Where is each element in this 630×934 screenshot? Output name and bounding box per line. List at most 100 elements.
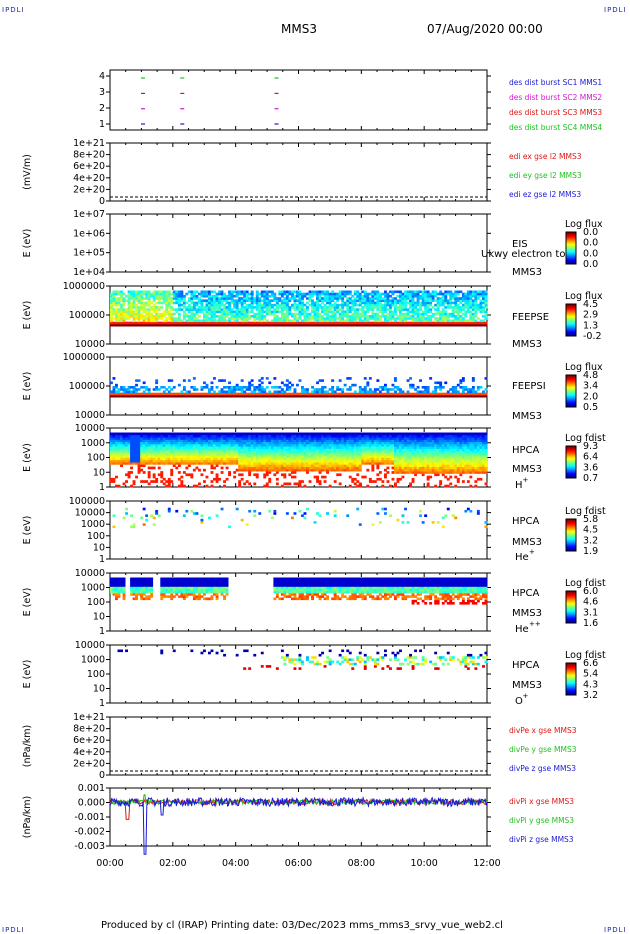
spectro-cell bbox=[243, 437, 247, 440]
spectro-cell bbox=[195, 297, 199, 300]
spectro-cell bbox=[210, 432, 214, 436]
spectro-cell bbox=[461, 323, 465, 327]
spectro-cell bbox=[461, 303, 465, 307]
spectro-cell bbox=[328, 303, 332, 307]
spectro-cell bbox=[150, 439, 154, 442]
spectro-cell bbox=[318, 439, 322, 442]
y-tick-label: 1 bbox=[99, 626, 105, 637]
spectro-cell bbox=[270, 303, 274, 307]
spectro-cell bbox=[404, 323, 407, 327]
spectro-cell bbox=[145, 297, 149, 300]
spectro-cell bbox=[122, 323, 126, 327]
spectro-cell bbox=[411, 310, 415, 314]
spectro-cell bbox=[454, 315, 458, 318]
spectro-cell bbox=[160, 312, 164, 316]
spectro-cell bbox=[177, 457, 181, 461]
spectro-cell bbox=[351, 392, 355, 396]
spectro-cell bbox=[338, 317, 342, 320]
spectro-cell bbox=[157, 462, 161, 465]
spectro-cell bbox=[484, 301, 488, 305]
spectro-cell bbox=[122, 455, 126, 458]
spectro-cell bbox=[152, 388, 156, 391]
spectro-cell bbox=[366, 292, 370, 296]
spectro-cell bbox=[416, 299, 420, 302]
spectro-cell bbox=[313, 464, 317, 467]
spectro-cell bbox=[162, 315, 166, 318]
spectro-cell bbox=[205, 432, 209, 436]
spectro-cell bbox=[371, 315, 375, 318]
spectro-cell bbox=[316, 453, 319, 456]
spectro-cell bbox=[130, 466, 133, 470]
spectro-cell bbox=[175, 459, 179, 463]
y-axis-label: E (eV) bbox=[22, 229, 33, 258]
spectro-cell bbox=[280, 457, 284, 461]
spectro-cell bbox=[336, 443, 340, 447]
spectro-cell bbox=[238, 321, 242, 325]
spectro-cell bbox=[127, 388, 131, 391]
spectro-cell bbox=[476, 394, 480, 398]
spectro-cell bbox=[263, 315, 267, 318]
spectro-cell bbox=[132, 439, 136, 442]
spectro-cell bbox=[419, 317, 422, 320]
spectro-cell bbox=[225, 306, 229, 309]
spectro-cell bbox=[268, 308, 272, 311]
spectro-cell bbox=[301, 480, 304, 483]
spectro-cell bbox=[291, 457, 294, 461]
spectro-cell bbox=[288, 432, 292, 436]
spectro-cell bbox=[198, 437, 201, 440]
spectro-cell bbox=[313, 466, 317, 470]
spectro-cell bbox=[265, 437, 269, 440]
spectro-cell bbox=[411, 323, 415, 327]
spectro-cell bbox=[180, 455, 184, 458]
spectro-cell bbox=[333, 321, 337, 325]
y-tick-label: 2e+20 bbox=[73, 758, 105, 769]
spectro-cell bbox=[391, 317, 395, 320]
spectro-cell bbox=[386, 294, 390, 298]
spectro-cell bbox=[210, 437, 214, 440]
spectro-cell bbox=[376, 308, 380, 311]
spectro-cell bbox=[333, 462, 337, 465]
spectro-cell bbox=[203, 323, 206, 327]
spectro-cell bbox=[356, 394, 360, 398]
spectro-cell bbox=[167, 459, 171, 463]
spectro-cell bbox=[223, 379, 226, 382]
spectro-cell bbox=[373, 392, 377, 396]
spectro-cell bbox=[419, 315, 422, 318]
spectro-cell bbox=[155, 432, 159, 436]
spectro-cell bbox=[409, 301, 412, 305]
spectro-cell bbox=[288, 455, 292, 458]
spectro-cell bbox=[187, 315, 191, 318]
spectro-cell bbox=[368, 388, 372, 391]
spectro-cell bbox=[298, 321, 302, 325]
spectro-cell bbox=[275, 482, 279, 486]
spectro-cell bbox=[461, 394, 465, 398]
spectro-cell bbox=[308, 443, 312, 447]
spectro-cell bbox=[190, 394, 194, 398]
spectro-cell bbox=[336, 308, 340, 311]
spectro-cell bbox=[306, 437, 309, 440]
spectro-cell bbox=[479, 392, 483, 396]
spectro-cell bbox=[215, 294, 219, 298]
panel-frame bbox=[109, 787, 488, 847]
spectro-cell bbox=[348, 301, 352, 305]
spectro-cell bbox=[180, 457, 184, 461]
spectro-cell bbox=[258, 434, 262, 438]
spectro-cell bbox=[353, 308, 357, 311]
spectro-cell bbox=[280, 303, 284, 307]
spectro-cell bbox=[265, 457, 269, 461]
spectro-cell bbox=[132, 290, 136, 294]
spectro-cell bbox=[291, 321, 294, 325]
spectro-cell bbox=[331, 443, 335, 447]
spectro-cell bbox=[208, 301, 211, 305]
spectro-cell bbox=[225, 453, 229, 456]
spectro-cell bbox=[311, 437, 314, 440]
spectro-cell bbox=[376, 323, 380, 327]
spectro-cell bbox=[368, 308, 372, 311]
spectro-cell bbox=[157, 317, 161, 320]
spectro-cell bbox=[288, 319, 292, 323]
spectro-cell bbox=[265, 446, 269, 449]
spectro-cell bbox=[203, 381, 206, 385]
spectro-cell bbox=[170, 441, 174, 445]
spectro-cell bbox=[240, 303, 244, 307]
spectro-cell bbox=[303, 453, 307, 456]
